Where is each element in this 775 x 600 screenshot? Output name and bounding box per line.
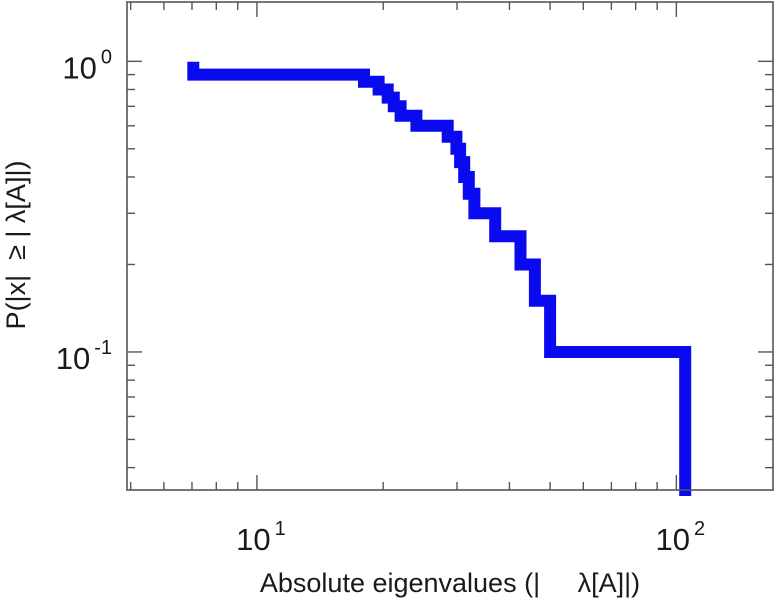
y-tick-label: 10 -1: [56, 337, 112, 376]
major-ticks: [127, 2, 773, 490]
x-tick-label: 10 2: [656, 518, 706, 557]
minor-ticks: [127, 2, 773, 490]
y-axis-title: P(|x| ≥ | λ[A]|): [1, 161, 31, 330]
tick-labels: 10 1 10 2 10 0 10 -1: [56, 46, 705, 557]
plot-frame: [126, 1, 774, 491]
series-line: [187, 61, 692, 496]
x-axis-title: Absolute eigenvalues (| λ[A]|): [260, 568, 640, 598]
x-tick-label: 10 1: [236, 518, 286, 557]
y-tick-label: 10 0: [62, 46, 112, 85]
series-layer: [187, 61, 692, 496]
